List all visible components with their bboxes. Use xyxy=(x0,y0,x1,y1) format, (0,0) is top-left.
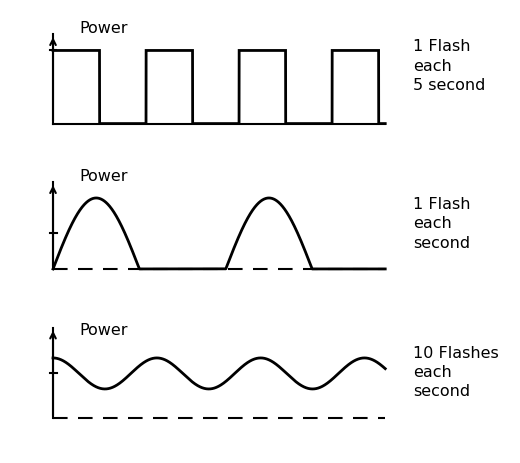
Text: 1 Flash
each
second: 1 Flash each second xyxy=(413,197,471,250)
Text: Power: Power xyxy=(80,322,128,337)
Text: 1 Flash
each
5 second: 1 Flash each 5 second xyxy=(413,39,486,93)
Text: 10 Flashes
each
second: 10 Flashes each second xyxy=(413,345,499,398)
Text: Power: Power xyxy=(80,169,128,184)
Text: Power: Power xyxy=(80,21,128,36)
